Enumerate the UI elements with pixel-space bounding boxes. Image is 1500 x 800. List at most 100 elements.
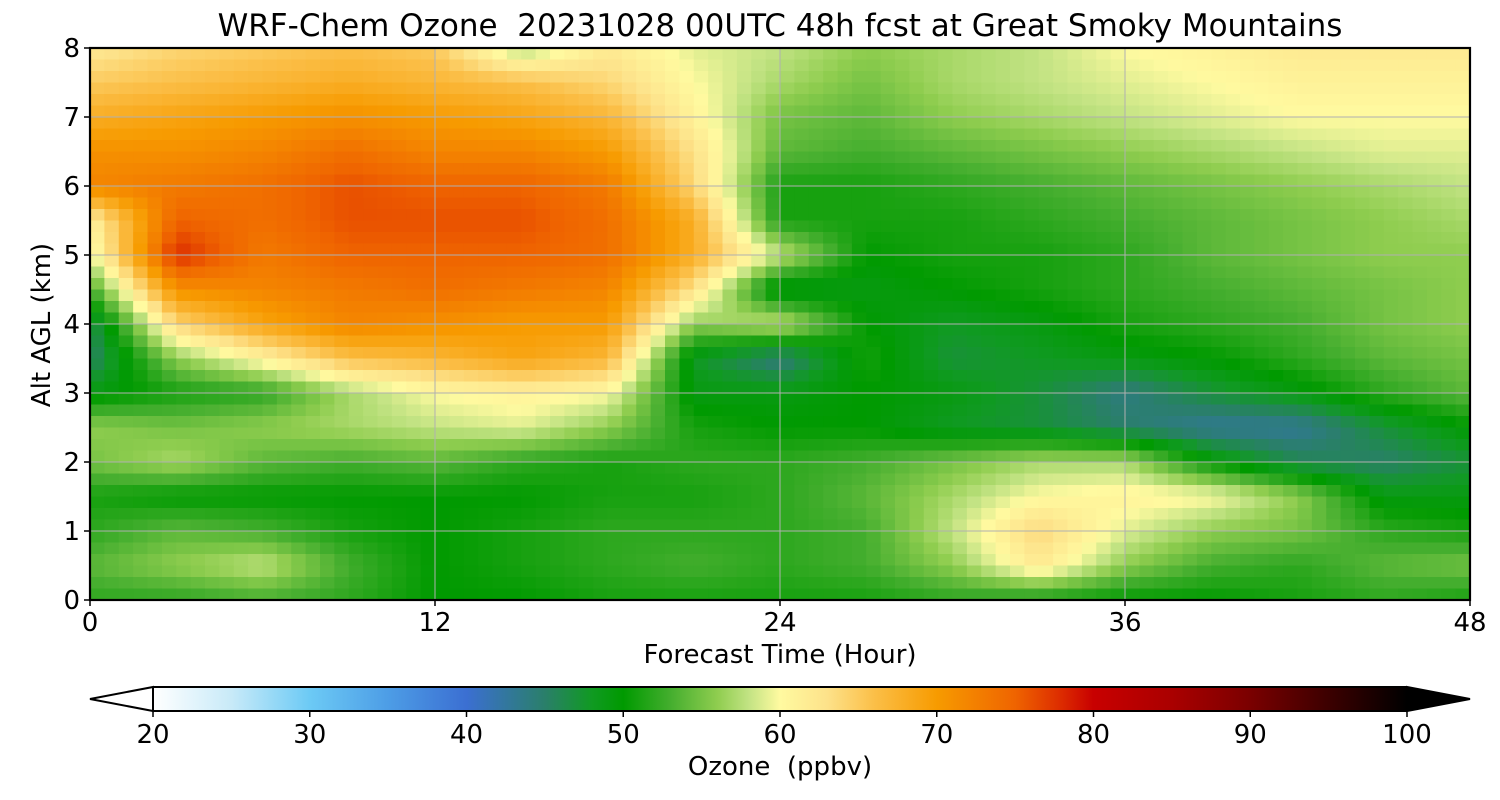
heat-cell	[348, 266, 364, 279]
heat-cell	[348, 393, 364, 406]
heat-cell	[866, 174, 882, 187]
heat-cell	[1153, 370, 1169, 383]
heat-cell	[866, 531, 882, 544]
heat-cell	[665, 151, 680, 164]
heat-cell	[1240, 496, 1255, 509]
heat-cell	[435, 370, 450, 383]
heat-cell	[1412, 151, 1428, 164]
heat-cell	[880, 140, 896, 153]
heat-cell	[176, 301, 192, 314]
heat-cell	[1081, 278, 1097, 291]
heat-cell	[593, 163, 609, 176]
heat-cell	[1326, 450, 1342, 463]
heat-cell	[679, 163, 695, 176]
heat-cell	[320, 243, 335, 256]
heat-cell	[420, 358, 436, 371]
heat-cell	[1211, 117, 1227, 130]
heat-cell	[952, 519, 968, 532]
heat-cell	[147, 301, 163, 314]
heat-cell	[449, 255, 465, 268]
heat-cell	[506, 416, 522, 429]
heat-cell	[521, 255, 537, 268]
heat-cell	[751, 427, 767, 440]
heat-cell	[147, 473, 163, 486]
heat-cell	[1398, 519, 1414, 532]
heat-cell	[1168, 186, 1184, 199]
heat-cell	[276, 163, 292, 176]
heat-cell	[377, 105, 393, 118]
heat-cell	[435, 59, 450, 72]
heat-cell	[1254, 117, 1270, 130]
heat-cell	[1168, 462, 1184, 475]
heat-cell	[147, 59, 163, 72]
heat-cell	[751, 128, 767, 141]
heat-cell	[90, 301, 105, 314]
heat-cell	[1240, 393, 1255, 406]
heat-cell	[1168, 128, 1184, 141]
heat-cell	[1225, 243, 1241, 256]
heat-cell	[535, 439, 551, 452]
heat-cell	[751, 519, 767, 532]
heat-cell	[938, 289, 954, 302]
heat-cell	[391, 128, 407, 141]
heat-cell	[823, 554, 839, 567]
heat-cell	[248, 105, 264, 118]
heat-cell	[966, 278, 982, 291]
heat-cell	[722, 117, 738, 130]
heat-cell	[765, 105, 781, 118]
heat-cell	[219, 174, 235, 187]
heat-cell	[1225, 542, 1241, 555]
heat-cell	[205, 232, 220, 245]
heat-cell	[147, 278, 163, 291]
heat-cell	[205, 519, 220, 532]
heat-cell	[1168, 519, 1184, 532]
heat-cell	[219, 381, 235, 394]
heat-cell	[1110, 232, 1126, 245]
y-tick-label: 4	[63, 310, 80, 340]
heat-cell	[995, 542, 1011, 555]
heat-cell	[334, 427, 350, 440]
heat-cell	[118, 404, 134, 417]
heat-cell	[794, 416, 810, 429]
heat-cell	[1153, 71, 1169, 84]
heat-cell	[851, 519, 867, 532]
heat-cell	[1297, 186, 1313, 199]
heat-cell	[665, 94, 680, 107]
heat-cell	[363, 174, 379, 187]
heat-cell	[463, 404, 479, 417]
heat-cell	[1225, 151, 1241, 164]
heat-cell	[133, 117, 149, 130]
heat-cell	[435, 588, 450, 600]
heat-cell	[262, 347, 278, 360]
heat-cell	[1326, 48, 1342, 61]
heat-cell	[736, 565, 752, 578]
heat-cell	[1196, 358, 1212, 371]
heat-cell	[966, 427, 982, 440]
heat-cell	[104, 255, 120, 268]
heat-cell	[1139, 289, 1155, 302]
heat-cell	[880, 151, 896, 164]
heat-cell	[420, 427, 436, 440]
heat-cell	[147, 151, 163, 164]
heat-cell	[1412, 508, 1428, 521]
heat-cell	[578, 186, 594, 199]
heat-cell	[1297, 370, 1313, 383]
heat-cell	[736, 427, 752, 440]
heat-cell	[665, 105, 680, 118]
heat-cell	[995, 174, 1011, 187]
heat-cell	[334, 565, 350, 578]
heat-cell	[1441, 197, 1457, 210]
heat-cell	[650, 496, 666, 509]
heat-cell	[435, 301, 450, 314]
heat-cell	[334, 289, 350, 302]
heat-cell	[981, 335, 997, 348]
heat-cell	[492, 163, 508, 176]
heat-cell	[636, 48, 652, 61]
heat-cell	[722, 335, 738, 348]
heat-cell	[190, 71, 206, 84]
heat-cell	[377, 416, 393, 429]
heat-cell	[981, 278, 997, 291]
heat-cell	[233, 519, 249, 532]
heat-cell	[1398, 266, 1414, 279]
heat-cell	[1096, 220, 1112, 233]
